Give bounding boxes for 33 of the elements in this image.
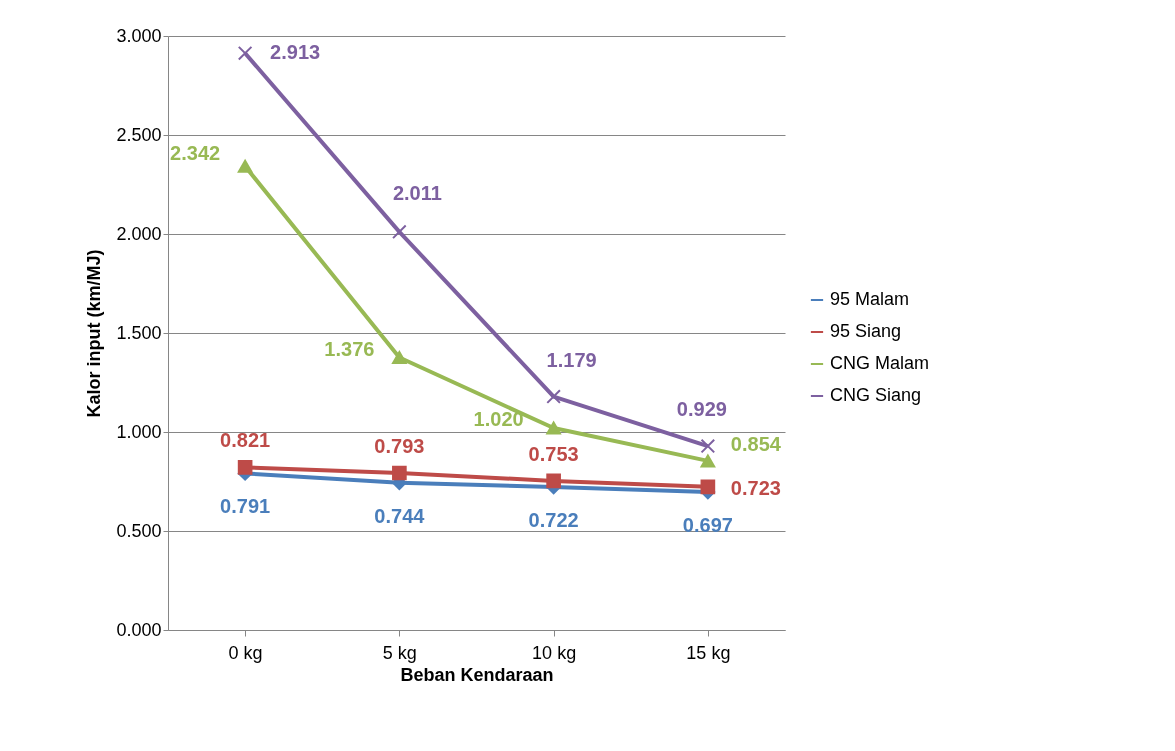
data-label: 1.020 bbox=[473, 408, 524, 431]
data-label: 2.913 bbox=[270, 41, 321, 64]
y-tick-label: 0.500 bbox=[116, 520, 162, 541]
data-label: 1.179 bbox=[546, 348, 597, 371]
x-axis-title: Beban Kendaraan bbox=[400, 664, 554, 685]
legend-label: 95 Malam bbox=[830, 289, 910, 309]
legend-label: CNG Siang bbox=[830, 385, 922, 405]
y-axis-title: Kalor input (km/MJ) bbox=[84, 249, 105, 418]
y-tick-label: 2.500 bbox=[116, 124, 162, 145]
y-tick-label: 3.000 bbox=[116, 25, 162, 46]
data-label: 0.697 bbox=[682, 513, 733, 536]
data-label: 0.793 bbox=[374, 434, 425, 457]
x-tick-label: 0 kg bbox=[228, 642, 263, 663]
legend-label: CNG Malam bbox=[830, 353, 930, 373]
data-label: 2.011 bbox=[392, 181, 442, 204]
data-label: 2.342 bbox=[170, 142, 221, 165]
y-tick-label: 2.000 bbox=[116, 223, 162, 244]
y-tick-label: 0.000 bbox=[116, 619, 162, 640]
x-tick-label: 15 kg bbox=[686, 642, 731, 663]
y-tick-label: 1.000 bbox=[116, 421, 162, 442]
data-label: 0.722 bbox=[528, 509, 579, 532]
data-label: 0.854 bbox=[730, 432, 782, 455]
x-tick-label: 5 kg bbox=[382, 642, 417, 663]
data-label: 0.929 bbox=[676, 398, 727, 421]
x-tick-label: 10 kg bbox=[532, 642, 577, 663]
y-tick-label: 1.500 bbox=[116, 322, 162, 343]
data-label: 0.791 bbox=[220, 495, 271, 518]
data-label: 0.723 bbox=[730, 476, 781, 499]
data-label: 1.376 bbox=[324, 337, 375, 360]
data-label: 0.744 bbox=[374, 504, 426, 527]
data-label: 0.753 bbox=[528, 442, 579, 465]
legend-label: 95 Siang bbox=[830, 321, 902, 341]
data-label: 0.821 bbox=[220, 429, 271, 452]
